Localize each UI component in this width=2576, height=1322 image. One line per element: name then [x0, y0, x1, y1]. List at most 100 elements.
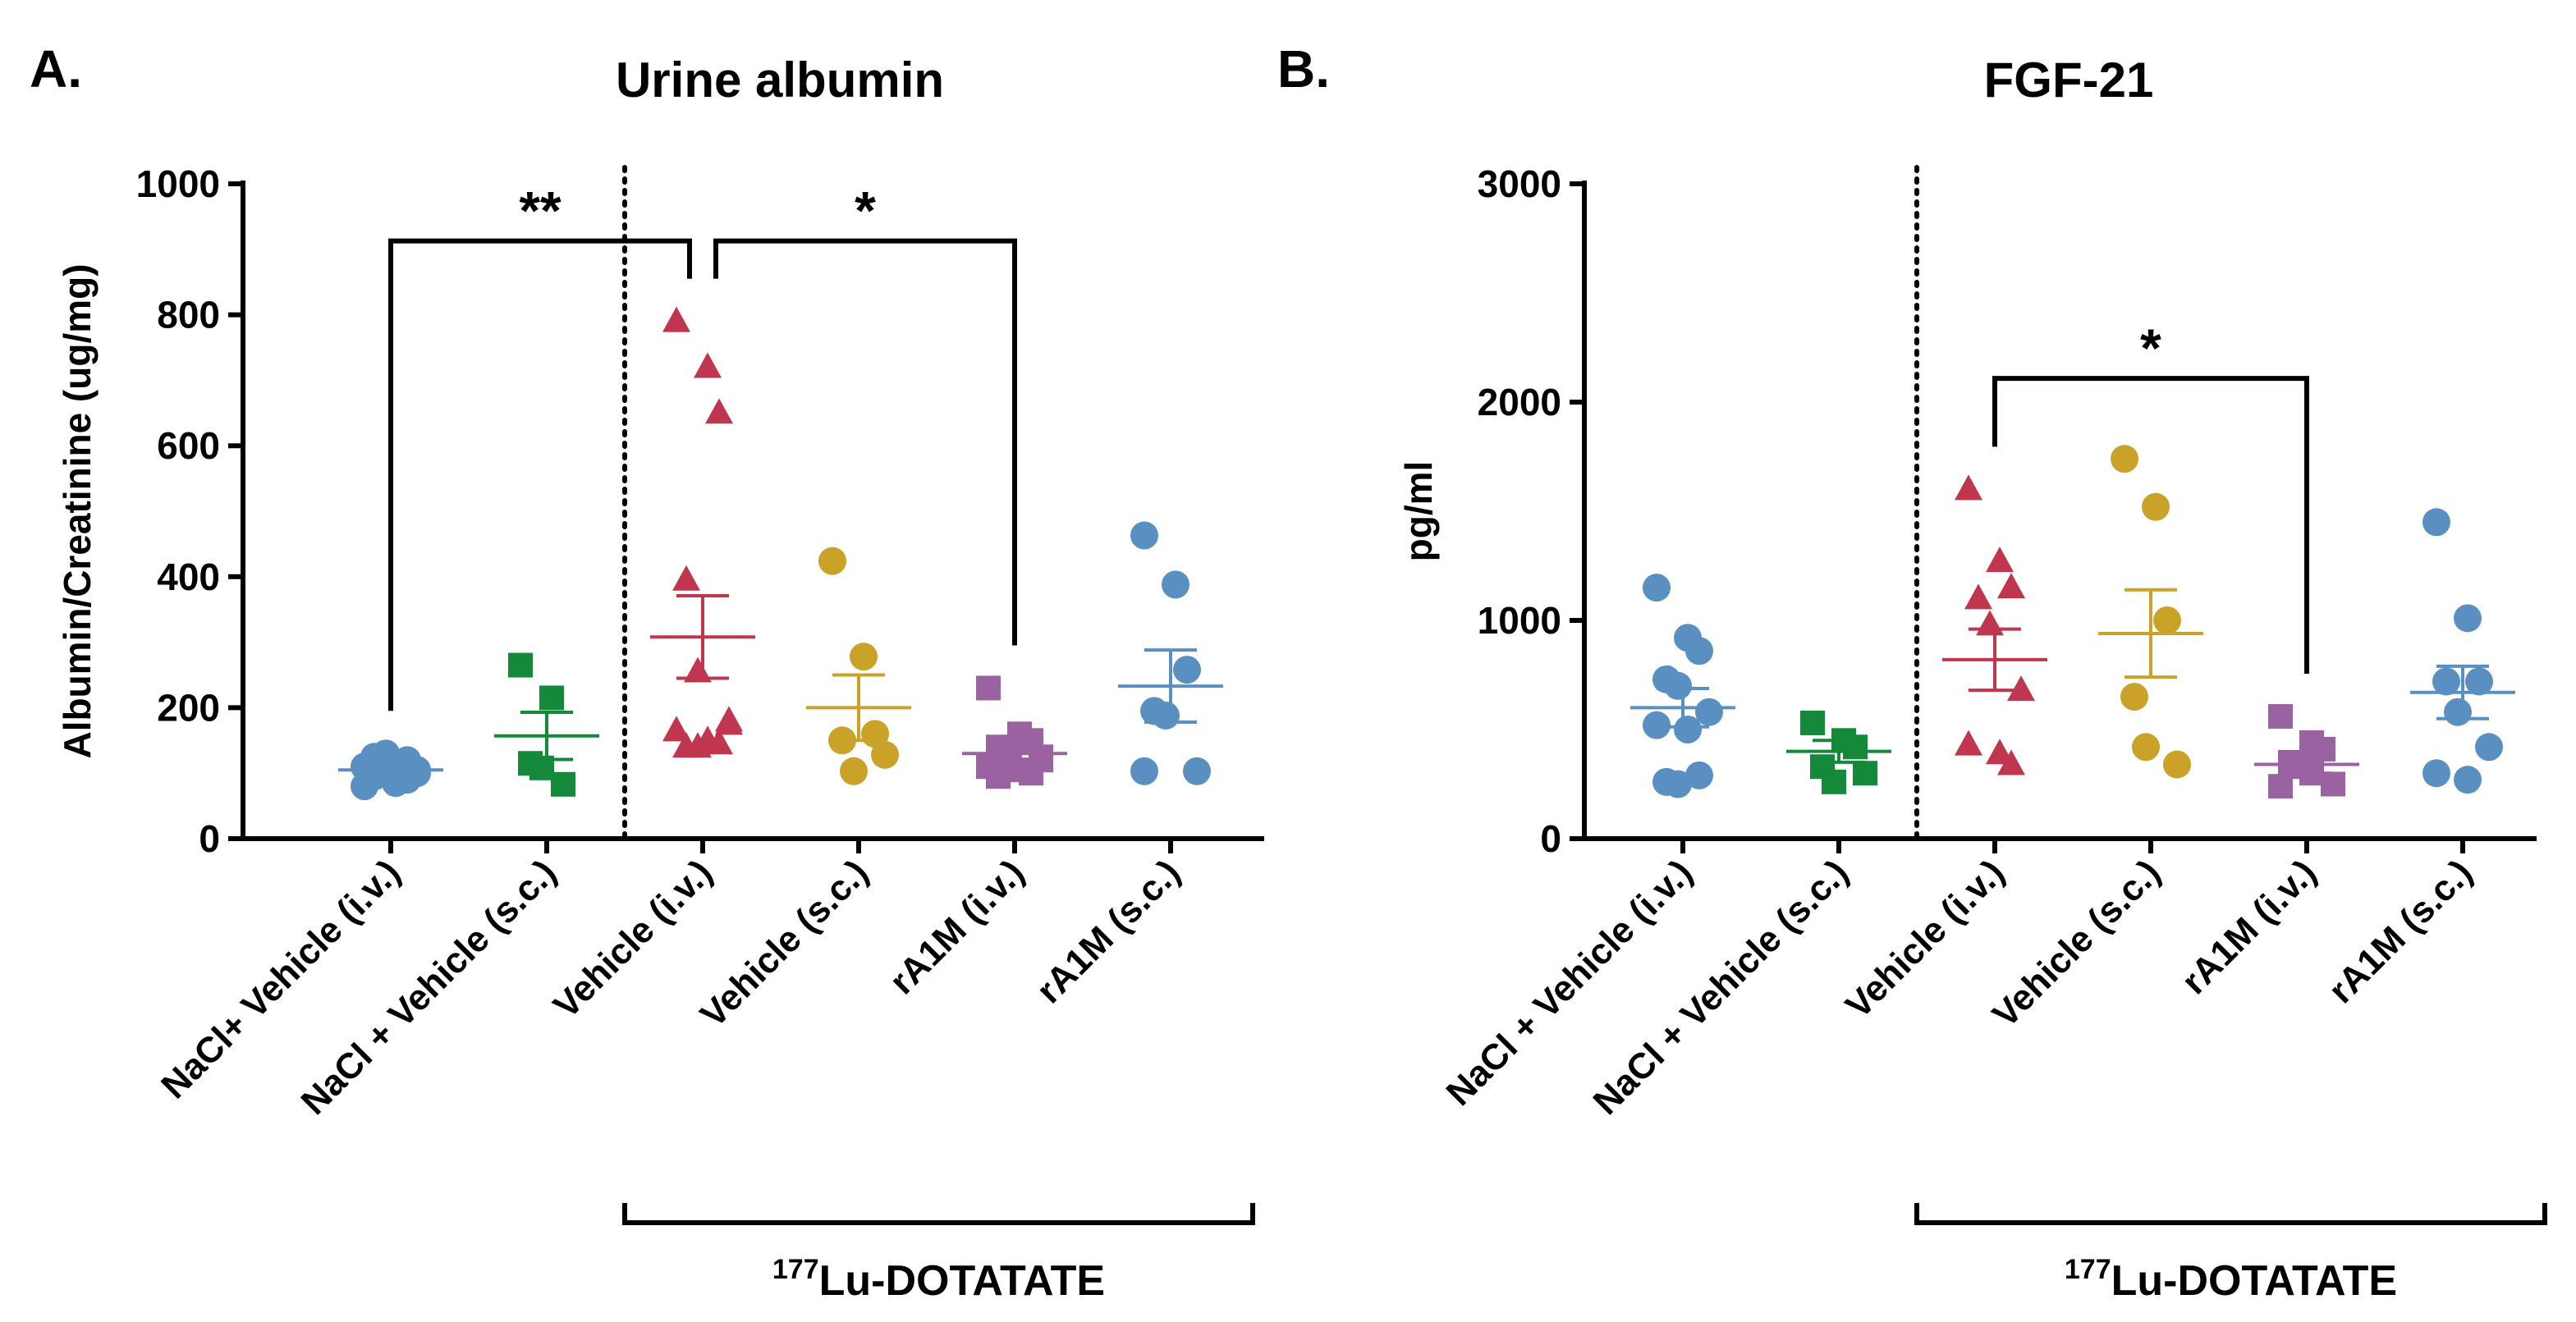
- sem-bar: [676, 593, 729, 680]
- x-tick-label: Vehicle (s.c.): [693, 852, 876, 1035]
- point: [694, 352, 722, 378]
- y-tick-label: 0: [199, 817, 220, 860]
- point: [715, 709, 743, 735]
- point: [684, 656, 712, 683]
- sem-bar: [1144, 648, 1197, 724]
- point: [818, 547, 846, 575]
- point: [1685, 637, 1713, 666]
- point: [539, 685, 564, 711]
- point: [850, 643, 878, 671]
- point: [1695, 698, 1723, 726]
- point: [1173, 656, 1201, 684]
- point: [1843, 734, 1868, 760]
- point: [1997, 749, 2025, 775]
- y-tick-label: 2000: [1478, 381, 1561, 423]
- chart-title: FGF-21: [1984, 53, 2154, 107]
- sem-bar: [2125, 588, 2177, 679]
- point: [1986, 547, 2014, 573]
- group-bracket-text: Lu-DOTATATE: [2111, 1257, 2398, 1305]
- point: [1664, 671, 1692, 700]
- group-bracket: [1914, 1203, 2547, 1225]
- point: [705, 398, 733, 424]
- significance-bracket: [1992, 376, 2309, 675]
- point: [2153, 606, 2181, 634]
- x-tick-label: Vehicle (s.c.): [1985, 852, 2168, 1035]
- point: [684, 732, 712, 758]
- point: [705, 729, 733, 755]
- chart-title: Urine albumin: [616, 53, 944, 107]
- point: [1643, 711, 1671, 739]
- panel-label: B.: [1277, 39, 1330, 98]
- sem-bar: [2280, 753, 2333, 775]
- sem-bar: [2436, 664, 2489, 720]
- point: [2321, 771, 2345, 797]
- point: [2444, 698, 2472, 726]
- point: [840, 757, 868, 785]
- x-tick-label: Vehicle (i.v.): [1838, 852, 2012, 1026]
- point: [662, 716, 690, 742]
- sem-bar: [832, 673, 885, 743]
- y-tick-label: 0: [1540, 817, 1561, 860]
- x-tick-label: rA1M (s.c.): [1029, 852, 1188, 1011]
- x-tick-label: rA1M (i.v.): [2174, 852, 2324, 1002]
- point: [2432, 667, 2460, 696]
- y-axis-label: pg/ml: [1397, 461, 1440, 562]
- point: [2132, 733, 2160, 762]
- point: [551, 771, 575, 797]
- panel-label: A.: [30, 39, 82, 98]
- point: [1964, 583, 1992, 610]
- point: [1976, 610, 2004, 636]
- point: [2422, 508, 2450, 537]
- point: [662, 306, 690, 332]
- sem-bar: [520, 710, 573, 762]
- point: [1152, 701, 1180, 730]
- point: [2268, 704, 2293, 730]
- point: [2465, 667, 2493, 696]
- significance-bracket: [388, 238, 692, 711]
- point: [1955, 474, 1982, 501]
- point: [1183, 757, 1211, 785]
- y-axis-label: Albumin/Creatinine (ug/mg): [56, 263, 99, 758]
- y-tick-label: 600: [157, 424, 220, 467]
- x-tick-label: rA1M (s.c.): [2321, 852, 2480, 1011]
- point: [2007, 675, 2035, 702]
- point: [871, 740, 899, 769]
- point: [976, 675, 1001, 701]
- point: [2422, 759, 2450, 788]
- point: [1162, 570, 1189, 599]
- group-bracket-label: 177Lu-DOTATATE: [2065, 1254, 2397, 1305]
- point: [2120, 683, 2148, 711]
- significance-label: *: [855, 181, 876, 241]
- point: [1955, 730, 1982, 756]
- point: [508, 652, 533, 678]
- y-tick-label: 200: [157, 686, 220, 729]
- sem-bar: [1657, 686, 1709, 729]
- point: [1664, 770, 1692, 798]
- y-tick-label: 1000: [1478, 599, 1561, 642]
- point: [2475, 733, 2503, 762]
- point: [1130, 757, 1158, 785]
- point: [372, 739, 400, 768]
- x-tick-label: Vehicle (i.v.): [546, 852, 720, 1026]
- y-tick-label: 800: [157, 294, 220, 336]
- point: [1800, 711, 1825, 736]
- sem-bar: [1813, 739, 1865, 764]
- significance-label: **: [519, 181, 561, 241]
- point: [1029, 744, 1053, 770]
- x-tick-label: NaCl + Vehicle (s.c.): [294, 852, 564, 1122]
- point: [2268, 774, 2293, 799]
- point: [1822, 769, 1846, 794]
- point: [672, 565, 700, 591]
- point: [1853, 761, 1877, 786]
- significance-label: *: [2140, 318, 2161, 378]
- group-bracket-label: 177Lu-DOTATATE: [772, 1254, 1105, 1305]
- group-bracket: [622, 1203, 1255, 1225]
- sem-bar: [364, 765, 417, 775]
- x-tick-label: NaCl + Vehicle (s.c.): [1586, 852, 1856, 1122]
- point: [1997, 573, 2025, 599]
- point: [2111, 445, 2138, 473]
- point: [1674, 716, 1702, 743]
- point: [1130, 521, 1158, 550]
- point: [1685, 761, 1713, 789]
